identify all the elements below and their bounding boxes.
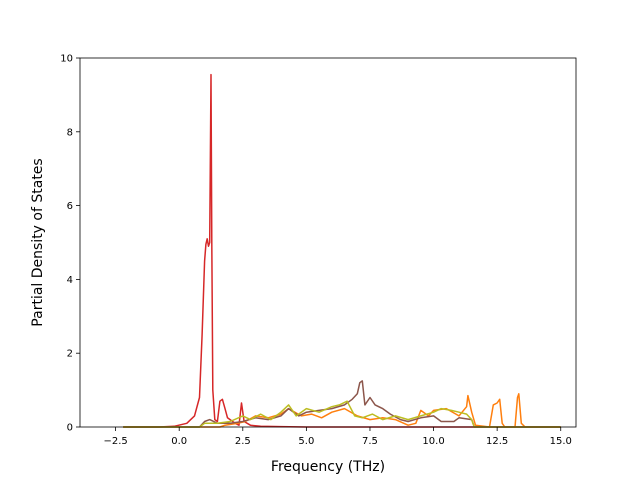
y-tick-label: 10 [60,54,73,65]
x-axis-label: Frequency (THz) [271,459,385,475]
x-tick-label: 5.0 [298,436,314,447]
x-axis-ticks: −2.5 0.0 2.5 5.0 7.5 10.0 12.5 15.0 [103,427,572,447]
y-axis-ticks: 0 2 4 6 8 10 [60,54,80,434]
x-tick-label: 15.0 [550,436,572,447]
y-tick-label: 2 [67,349,73,360]
y-tick-label: 6 [67,201,73,212]
x-tick-label: 7.5 [362,436,378,447]
x-tick-label: 2.5 [235,436,251,447]
x-tick-label: 10.0 [422,436,444,447]
y-axis-label: Partial Density of States [30,158,46,326]
series-line-4 [123,400,561,428]
series-lines [123,73,561,428]
plot-frame [79,57,577,428]
series-line-3 [123,380,561,428]
y-tick-label: 0 [67,423,73,434]
x-tick-label: 0.0 [171,436,187,447]
x-tick-label: −2.5 [103,436,127,447]
y-tick-label: 4 [67,275,73,286]
x-tick-label: 12.5 [486,436,508,447]
y-tick-label: 8 [67,127,73,138]
